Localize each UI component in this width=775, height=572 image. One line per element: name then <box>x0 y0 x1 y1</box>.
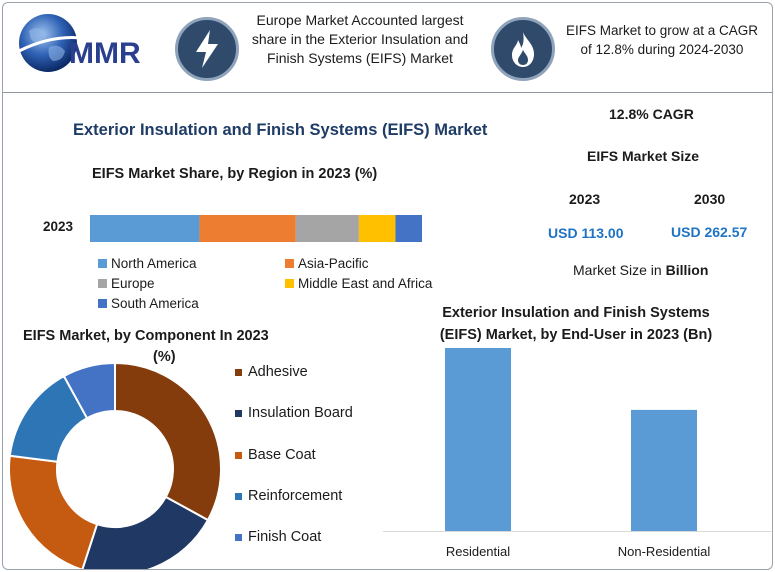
enduser-chart-title-line1: Exterior Insulation and Finish Systems <box>442 305 710 321</box>
value-start: USD 113.00 <box>548 225 624 241</box>
lightning-icon <box>175 17 239 81</box>
header-banner: MMR Europe Market Accounted largest shar… <box>3 3 772 93</box>
legend-asia-pacific: Asia-Pacific <box>285 256 369 271</box>
region-bar-segment-asia-pacific <box>199 215 296 242</box>
region-bar-segment-middle-east-and-africa <box>358 215 396 242</box>
header-center-text: Europe Market Accounted largest share in… <box>251 12 469 66</box>
component-chart-title-line1: EIFS Market, by Component In 2023 <box>23 328 269 344</box>
year-end: 2030 <box>694 191 726 207</box>
cagr-label: 12.8% CAGR <box>609 106 694 122</box>
donut-slice-insulation-board <box>81 495 210 569</box>
enduser-category-label: Residential <box>446 544 510 559</box>
page-title: Exterior Insulation and Finish Systems (… <box>73 121 488 139</box>
value-end: USD 262.57 <box>671 224 748 240</box>
component-chart-title-line2: (%) <box>153 349 176 365</box>
enduser-category-label: Non-Residential <box>618 544 711 559</box>
region-chart-title: EIFS Market Share, by Region in 2023 (%) <box>92 166 378 182</box>
legend-south-america: South America <box>98 296 199 311</box>
enduser-bar-chart: Residential Non-Residential <box>383 348 771 559</box>
legend-north-america: North America <box>98 256 197 271</box>
legend-adhesive: Adhesive <box>235 364 308 380</box>
region-bar-segment-south-america <box>395 215 422 242</box>
legend-base-coat: Base Coat <box>235 447 316 463</box>
logo-text: MMR <box>69 37 141 70</box>
donut-slice-base-coat <box>8 454 99 569</box>
legend-middle-east-africa: Middle East and Africa <box>285 276 432 291</box>
unit-note: Market Size in Billion <box>573 262 709 278</box>
region-stacked-bar <box>90 215 422 242</box>
region-bar-segment-europe <box>295 215 359 242</box>
region-bar-segment-north-america <box>90 215 200 242</box>
region-category-label: 2023 <box>43 219 74 234</box>
enduser-bar-residential <box>445 348 511 531</box>
legend-reinforcement: Reinforcement <box>235 488 342 504</box>
enduser-bar-non-residential <box>631 409 697 531</box>
mmr-logo: MMR <box>15 11 165 81</box>
legend-finish-coat: Finish Coat <box>235 529 321 545</box>
header-right-text: EIFS Market to grow at a CAGR of 12.8% d… <box>565 23 759 57</box>
legend-insulation-board: Insulation Board <box>235 405 353 421</box>
donut-slice-adhesive <box>114 361 222 522</box>
market-size-heading: EIFS Market Size <box>587 148 700 164</box>
flame-icon <box>491 17 555 81</box>
legend-europe: Europe <box>98 276 155 291</box>
enduser-chart-title-line2: (EIFS) Market, by End-User in 2023 (Bn) <box>439 327 713 343</box>
year-start: 2023 <box>569 191 601 207</box>
component-donut-chart <box>8 361 222 569</box>
donut-slice-finish-coat <box>62 361 116 420</box>
